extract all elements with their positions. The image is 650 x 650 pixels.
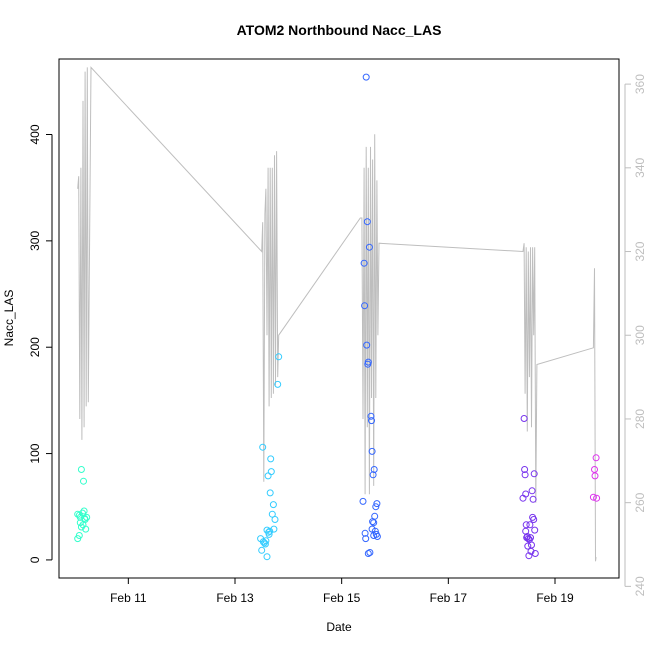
scatter-point-3-6	[362, 73, 370, 81]
scatter-point-4-5	[522, 490, 530, 498]
right-tick-label-240: 240	[633, 576, 647, 596]
scatter-point-2-20	[271, 516, 279, 523]
scatter-point-2-12	[265, 530, 273, 538]
scatter-point-2-19	[270, 525, 278, 533]
scatter-point-3-25	[372, 503, 380, 511]
right-tick-label-340: 340	[633, 157, 647, 177]
left-tick-label-300: 300	[28, 231, 42, 251]
scatter-point-3-4	[361, 529, 369, 537]
x-axis: Feb 11 Feb 13 Feb 15 Feb 17 Feb 19	[110, 577, 574, 605]
x-tick-label-13: Feb 13	[216, 591, 254, 605]
scatter-point-1-4	[75, 532, 83, 539]
scatter-point-4-14	[526, 521, 534, 529]
scatter-point-1-11	[80, 477, 87, 485]
scatter-point-3-19	[369, 471, 377, 479]
right-tick-label-280: 280	[633, 409, 647, 429]
right-tick-label-320: 320	[633, 241, 647, 261]
y-axis-label: Nacc_LAS	[2, 290, 16, 347]
plot-marks	[74, 66, 601, 562]
scatter-point-4-24	[531, 550, 539, 557]
scatter-point-3-23	[371, 512, 379, 520]
scatter-point-3-15	[368, 417, 375, 425]
scatter-point-5-5	[593, 494, 601, 502]
scatter-point-2-18	[269, 501, 277, 509]
right-tick-label-300: 300	[633, 325, 647, 345]
scatter-point-3-14	[367, 412, 375, 420]
left-tick-label-200: 200	[28, 337, 42, 357]
scatter-point-3-7	[363, 341, 371, 349]
scatter-point-1-15	[82, 525, 90, 533]
scatter-point-3-22	[370, 466, 378, 473]
left-tick-label-100: 100	[28, 443, 42, 463]
scatter-point-5-3	[591, 472, 599, 480]
scatter-point-2-6	[261, 540, 269, 548]
scatter-point-2-15	[267, 455, 275, 463]
scatter-point-2-13	[266, 527, 274, 535]
scatter-point-4-21	[530, 516, 538, 523]
scatter-point-3-13	[366, 549, 374, 556]
scatter-point-3-27	[373, 500, 381, 508]
scatter-point-4-23	[531, 526, 539, 534]
scatter-point-3-11	[364, 358, 372, 366]
scatter-point-4-18	[528, 487, 536, 495]
scatter-point-4-7	[522, 521, 530, 529]
scatter-point-2-5	[260, 539, 268, 547]
scatter-point-4-10	[524, 542, 532, 550]
scatter-point-3-2	[360, 259, 368, 267]
scatter-point-3-21	[370, 519, 378, 527]
scatter-point-4-3	[521, 466, 529, 473]
right-tick-label-360: 360	[633, 74, 647, 94]
scatter-point-3-16	[368, 447, 376, 455]
x-tick-label-15: Feb 15	[323, 591, 361, 605]
right-tick-label-260: 260	[633, 492, 647, 512]
scatter-point-1-7	[77, 466, 85, 473]
scatter-point-1-12	[80, 507, 88, 515]
scatter-point-2-10	[264, 472, 272, 480]
scatter-point-4-4	[521, 471, 529, 479]
scatter-point-1-14	[81, 516, 89, 523]
scatter-point-3-1	[359, 497, 367, 505]
scatter-point-2-7	[262, 537, 270, 545]
x-tick-label-19: Feb 19	[536, 591, 574, 605]
scatter-point-2-2	[258, 546, 266, 554]
scatter-point-1-16	[83, 513, 91, 521]
x-tick-label-17: Feb 17	[430, 591, 468, 605]
scatter-point-3-8	[363, 218, 371, 226]
scatter-point-3-12	[365, 243, 373, 251]
left-y-axis: 0 100 200 300 400	[28, 124, 53, 563]
left-tick-label-0: 0	[28, 556, 42, 563]
scatter-point-2-16	[267, 468, 275, 476]
scatter-point-5-4	[592, 454, 600, 462]
x-axis-label: Date	[326, 620, 352, 634]
scatter-point-4-2	[520, 415, 528, 422]
scatter-point-5-1	[589, 493, 597, 501]
scatter-point-4-17	[528, 541, 535, 549]
scatter-point-4-15	[527, 534, 534, 542]
scatter-point-5-2	[591, 466, 598, 473]
scatter-point-4-22	[530, 470, 538, 478]
scatter-point-2-14	[266, 489, 274, 497]
scatter-point-3-10	[364, 550, 372, 557]
scatter-point-4-20	[529, 495, 537, 503]
left-tick-label-400: 400	[28, 124, 42, 144]
scatter-point-3-5	[362, 535, 370, 543]
scatter-point-2-8	[263, 553, 271, 561]
scatter-point-3-28	[373, 533, 381, 540]
scatter-point-1-8	[77, 523, 85, 531]
scatter-point-2-3	[259, 443, 267, 451]
chart-title: ATOM2 Northbound Nacc_LAS	[237, 22, 442, 38]
series-line-right-axis	[77, 66, 597, 562]
scatter-point-2-17	[268, 510, 276, 518]
scatter-point-3-3	[361, 302, 369, 310]
scatter-point-2-21	[274, 380, 282, 388]
scatter-point-2-22	[275, 353, 283, 361]
x-tick-label-11: Feb 11	[110, 591, 147, 605]
scatter-point-4-12	[525, 552, 533, 560]
right-y-axis: 240 260 280 300 320 340 360	[624, 74, 647, 596]
